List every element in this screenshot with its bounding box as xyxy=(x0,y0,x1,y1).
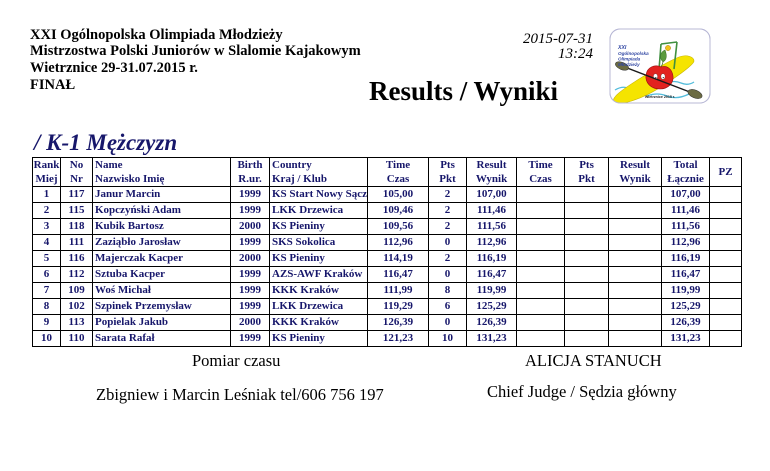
svg-text:Ogólnopolska: Ogólnopolska xyxy=(618,51,649,56)
svg-text:Olimpiada: Olimpiada xyxy=(618,57,641,62)
svg-text:Młodzieży: Młodzieży xyxy=(618,62,640,67)
svg-text:Wietrznice 2015 r.: Wietrznice 2015 r. xyxy=(645,95,675,99)
